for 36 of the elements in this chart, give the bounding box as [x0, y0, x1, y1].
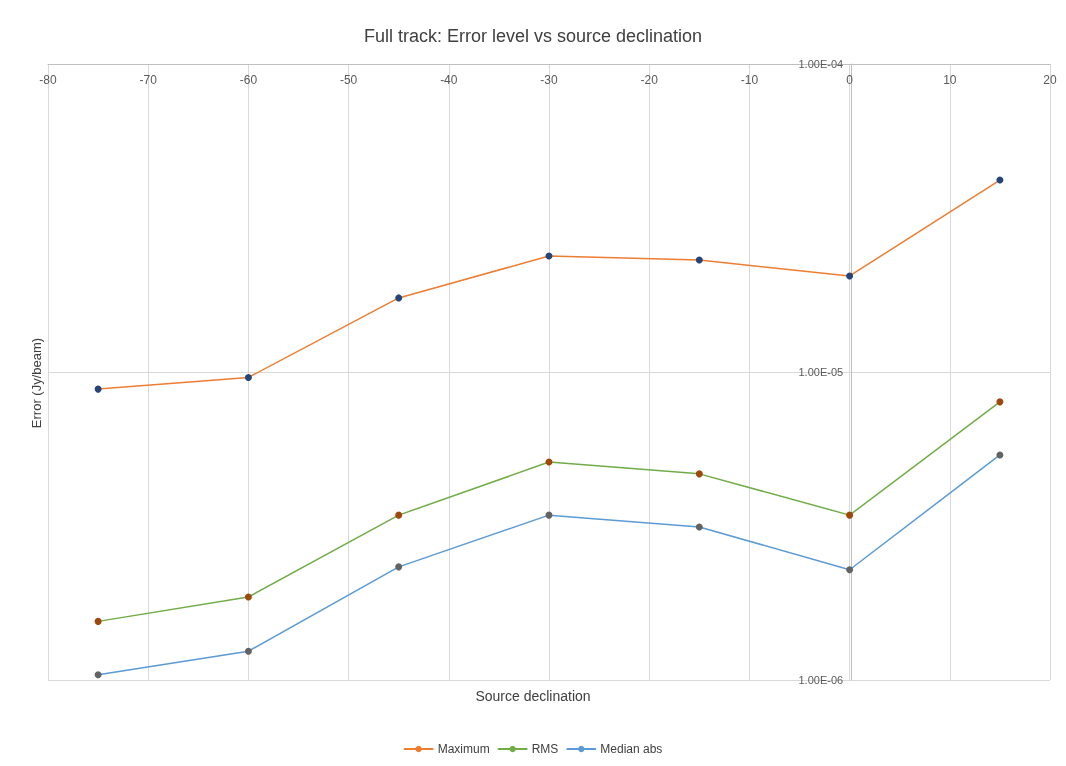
x-tick-label: 10: [943, 73, 957, 87]
point: [846, 566, 854, 574]
legend-label: Median abs: [600, 742, 663, 756]
x-tick-label: -30: [540, 73, 558, 87]
y-tick-label: 1.00E-04: [798, 58, 844, 70]
legend-label: RMS: [531, 742, 559, 756]
point: [244, 647, 252, 655]
point: [996, 451, 1004, 459]
point: [395, 511, 403, 519]
y-axis-title: Error (Jy/beam): [29, 337, 44, 429]
point: [695, 256, 703, 264]
x-tick-label: -80: [39, 73, 57, 87]
x-tick-label: -20: [640, 73, 659, 87]
point: [244, 593, 252, 601]
point: [846, 272, 854, 280]
x-tick-label: -50: [339, 73, 358, 87]
y-tick-label: 1.00E-06: [798, 674, 844, 686]
x-tick-label: -70: [139, 73, 158, 87]
point: [244, 373, 252, 381]
x-tick-label: -60: [239, 73, 258, 87]
point: [996, 398, 1004, 406]
point: [695, 470, 703, 478]
chart-title: Full track: Error level vs source declination: [363, 26, 703, 46]
point: [395, 294, 403, 302]
x-tick-label: 0: [846, 73, 854, 87]
x-axis-title: Source declination: [475, 688, 591, 704]
legend-label: Maximum: [437, 742, 490, 756]
point: [695, 523, 703, 531]
x-tick-label: -40: [440, 73, 458, 87]
x-tick-label: -10: [740, 73, 759, 87]
x-tick-label: 20: [1043, 73, 1057, 87]
point: [846, 511, 854, 519]
point: [94, 617, 102, 625]
point: [94, 671, 102, 679]
y-tick-label: 1.00E-05: [798, 366, 844, 378]
point: [395, 563, 403, 571]
